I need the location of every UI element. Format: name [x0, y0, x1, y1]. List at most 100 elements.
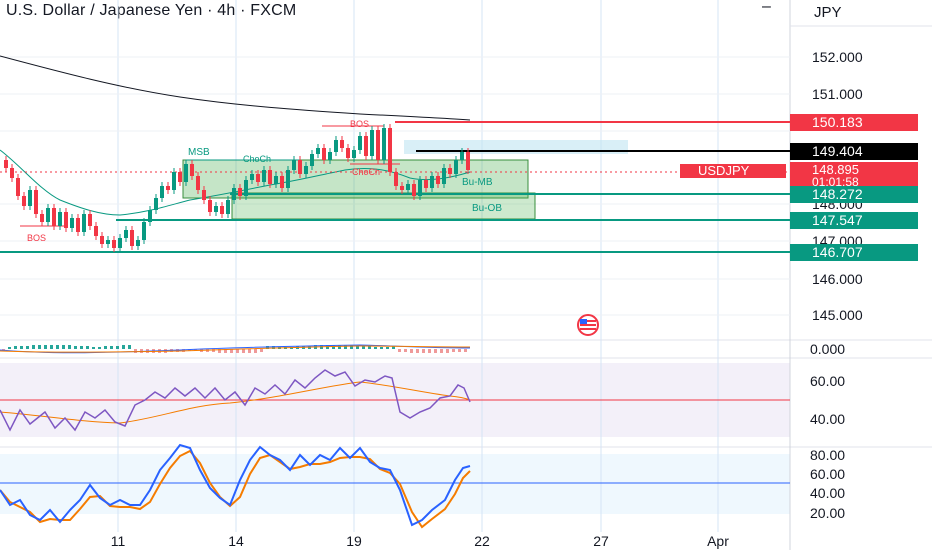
candle-body: [250, 174, 254, 180]
candle-body: [466, 152, 470, 170]
candle-body: [448, 168, 452, 174]
price-tick: 146.000: [812, 271, 863, 287]
candle-body: [130, 230, 134, 246]
more-menu-icon[interactable]: –: [762, 0, 771, 15]
candle-body: [436, 176, 440, 184]
time-grid: [117, 0, 719, 532]
macd-bar: [386, 347, 389, 349]
macd-bar: [134, 349, 137, 353]
candle-body: [220, 206, 224, 214]
stoch-axis-label: 20.00: [810, 505, 845, 521]
macd-bar: [98, 347, 101, 349]
macd-bar: [440, 349, 443, 353]
macd-bar: [116, 346, 119, 349]
candle-body: [40, 214, 44, 222]
candle-body: [316, 148, 320, 154]
macd-bar: [218, 349, 221, 353]
candle-body: [28, 190, 32, 206]
chart-title: U.S. Dollar / Japanese Yen · 4h · FXCM: [6, 2, 297, 19]
macd-bar: [410, 349, 413, 353]
candle-body: [82, 214, 86, 232]
candle-body: [208, 200, 212, 212]
candle-body: [400, 186, 404, 190]
macd-bar: [122, 345, 125, 349]
price-tag-148272: 148.272: [790, 186, 918, 203]
annotation-bos: BOS: [350, 119, 369, 129]
macd-bar: [458, 349, 461, 352]
macd-bar: [350, 345, 353, 349]
candle-body: [454, 160, 458, 174]
candle-body: [16, 178, 20, 196]
candle-body: [214, 206, 218, 212]
candle-body: [388, 128, 392, 172]
candle-body: [406, 184, 410, 190]
macd-bar: [212, 349, 215, 352]
macd-bar: [452, 349, 455, 352]
macd-bar: [128, 345, 131, 349]
candle-body: [232, 188, 236, 200]
macd-bar: [344, 345, 347, 349]
candle-body: [178, 172, 182, 182]
candle-body: [70, 218, 74, 228]
macd-bar: [224, 349, 227, 353]
macd-bar: [20, 346, 23, 349]
candle-body: [418, 180, 422, 196]
macd-signal: [0, 345, 471, 353]
candle-body: [124, 230, 128, 238]
stoch-k-line: [0, 443, 471, 527]
candle-body: [304, 166, 308, 174]
economic-event-flag-icon[interactable]: [577, 314, 599, 336]
candle-body: [358, 136, 362, 150]
candle-body: [442, 168, 446, 184]
candles: [4, 124, 470, 252]
macd-bar: [254, 349, 257, 353]
macd-bar: [428, 349, 431, 353]
candle-body: [88, 214, 92, 226]
stoch-axis-label: 40.00: [810, 485, 845, 501]
macd-bar: [236, 349, 239, 353]
short-moving-average: [0, 149, 471, 216]
candle-body: [136, 240, 140, 246]
candle-body: [100, 236, 104, 244]
candle-body: [346, 148, 350, 158]
time-tick: Apr: [707, 533, 729, 549]
candle-body: [274, 176, 278, 184]
candle-body: [76, 218, 80, 232]
candle-body: [118, 238, 122, 248]
candle-body: [286, 170, 290, 188]
current-price-tag[interactable]: USDJPY 148.895 01:01:58: [680, 162, 918, 189]
annotation-bu-mb: Bu-MB: [462, 177, 493, 188]
candle-body: [382, 128, 386, 160]
macd-bar: [8, 347, 11, 349]
macd-bar: [272, 346, 275, 349]
macd-bar: [242, 349, 245, 353]
time-tick: 27: [593, 533, 609, 549]
svg-text:150.183: 150.183: [812, 114, 863, 130]
annotation-bos: BOS: [27, 233, 46, 243]
annotation-choch: ChoCh: [352, 167, 380, 177]
candle-body: [106, 240, 110, 244]
macd-bar: [422, 349, 425, 353]
candle-body: [256, 174, 260, 182]
price-tick: 145.000: [812, 307, 863, 323]
macd-bar: [74, 346, 77, 349]
macd-bar: [368, 346, 371, 349]
candle-body: [196, 176, 200, 190]
candle-body: [10, 168, 14, 178]
svg-text:01:01:58: 01:01:58: [812, 175, 859, 189]
time-tick: 19: [346, 533, 362, 549]
candle-body: [172, 172, 176, 190]
candle-body: [148, 210, 152, 222]
macd-bar: [392, 346, 395, 349]
price-tag-149404: 149.404: [790, 143, 918, 160]
price-tag-147547: 147.547: [790, 212, 918, 229]
candle-body: [280, 176, 284, 188]
macd-bar: [380, 347, 383, 349]
macd-bar: [446, 349, 449, 353]
candle-body: [112, 240, 116, 248]
price-tag-150183: 150.183: [790, 114, 918, 131]
macd-axis-label: 0.000: [810, 341, 845, 357]
candle-body: [322, 148, 326, 160]
macd-bar: [44, 345, 47, 349]
